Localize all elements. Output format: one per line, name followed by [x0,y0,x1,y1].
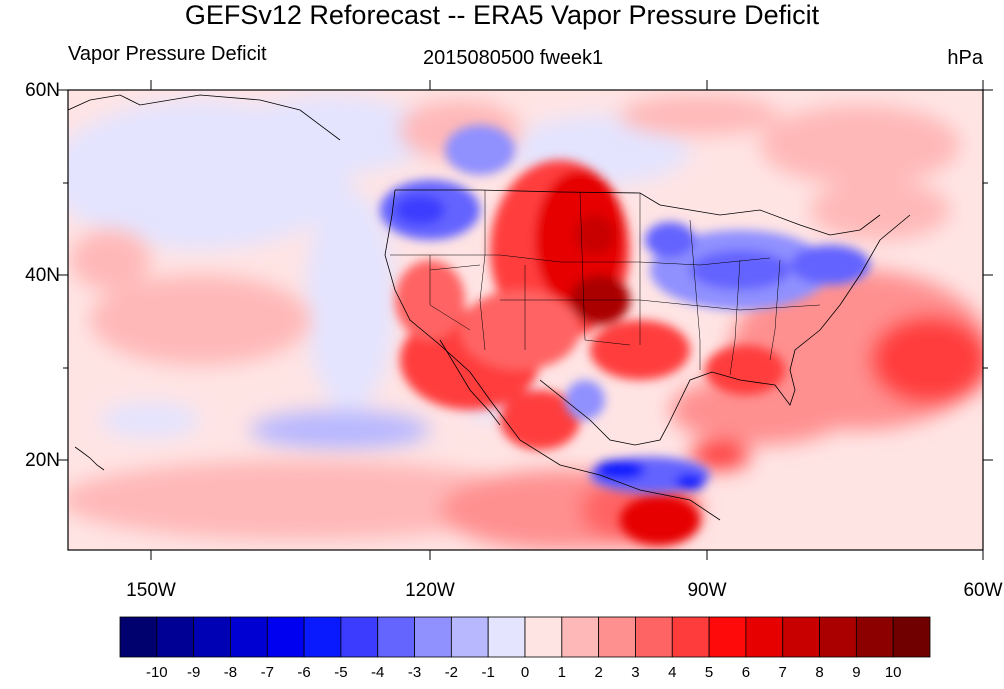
colorbar-tick-label: 0 [520,664,530,681]
colorbar-tick-label: 9 [852,664,861,681]
colorbar-swatch [782,616,820,658]
colorbar-swatch [340,616,379,658]
colorbar-swatch [266,616,305,658]
date-label: 2015080500 fweek1 [423,47,604,69]
lon-label-150w: 150W [126,580,176,601]
colorbar-swatch [524,616,563,658]
colorbar-swatch [414,616,452,658]
colorbar-tick-label: -7 [260,664,274,681]
state-borders [390,190,821,376]
colorbar-swatch [377,616,415,658]
coastlines [68,94,911,521]
lat-label-60n: 60N [25,80,60,101]
colorbar-tick-label: -5 [334,664,348,681]
negative-light-regions [68,95,690,450]
colorbar-swatch [708,616,747,658]
colorbar-tick-label: -1 [481,664,495,681]
colorbar-tick-label: -4 [371,664,385,681]
colorbar-tick-label: -9 [186,664,201,681]
colorbar-tick-label: -10 [145,664,168,681]
plot-title: GEFSv12 Reforecast -- ERA5 Vapor Pressur… [184,0,820,30]
colorbar-swatch [598,616,636,658]
colorbar-swatch [450,616,489,658]
colorbar-swatch [635,616,673,658]
colorbar-swatch [671,616,710,658]
colorbar-tick-label: -3 [407,664,422,681]
colorbar-tick-label: 1 [557,664,566,681]
colorbar-swatch [561,616,600,658]
colorbar-tick-label: -6 [297,664,311,681]
strong-positive [395,160,785,545]
lon-label-120w: 120W [405,580,455,601]
vpd-field [68,90,983,550]
lat-label-20n: 20N [25,450,60,471]
colorbar-swatch [745,616,784,658]
colorbar [119,616,931,658]
positive-regions [68,95,983,550]
colorbar-tick-label: 7 [778,664,787,681]
colorbar-tick-label: 6 [741,664,751,681]
colorbar-swatch [892,616,931,658]
colorbar-tick-label: 3 [631,664,640,681]
colorbar-tick-label: 5 [704,664,714,681]
colorbar-swatch [230,616,268,658]
variable-label: Vapor Pressure Deficit [68,43,267,65]
lon-label-90w: 90W [687,580,727,601]
colorbar-tick-label: 10 [884,664,902,681]
colorbar-swatch [193,616,231,658]
lon-label-60w: 60W [963,580,1003,601]
units-label: hPa [947,47,983,69]
colorbar-tick-label: 4 [668,664,677,681]
colorbar-tick-label: 2 [594,664,603,681]
colorbar-swatch [303,616,342,658]
colorbar-swatch [119,616,158,658]
map-frame [67,89,984,551]
colorbar-tick-label: 8 [815,664,824,681]
colorbar-tick-label: -8 [223,664,238,681]
colorbar-swatch [156,616,195,658]
tick-marks [58,80,993,560]
colorbar-swatch [487,616,526,658]
lat-label-40n: 40N [25,265,60,286]
colorbar-swatch [819,616,857,658]
colorbar-tick-label: -2 [444,664,459,681]
colorbar-swatch [855,616,894,658]
strong-negative [380,125,870,493]
